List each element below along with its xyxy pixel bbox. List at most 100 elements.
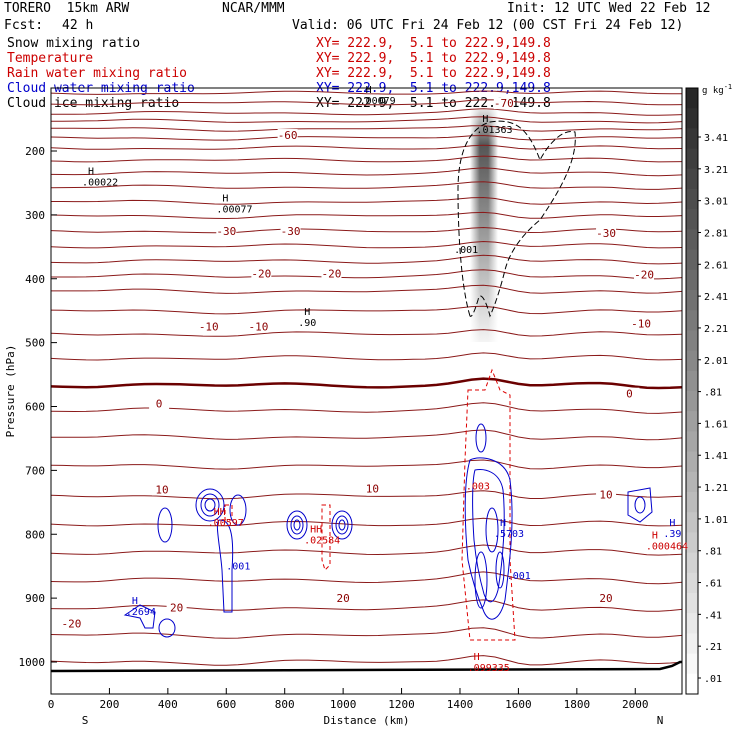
cloud-water-contour — [195, 488, 225, 522]
temperature-label: 0 — [626, 388, 633, 401]
temperature-contour-line — [51, 402, 682, 414]
temperature-contour-line — [51, 125, 682, 132]
colorbar-unit: g kg-1 — [702, 83, 732, 96]
axes: 0 200 400 600 800 1000 1200 1400 1600 1800 2000200… — [4, 145, 663, 727]
extremum-value: .90 — [298, 318, 316, 329]
field-name-snow: Snow mixing ratio — [7, 36, 141, 51]
north-label: N — [657, 714, 664, 727]
temperature-label: -20 — [322, 268, 342, 281]
colorbar-tick-label: 1.41 — [704, 451, 728, 462]
extrema-labels: H.00022H.00077H.01363H.00079H.90H.2694H.… — [82, 85, 688, 674]
colorbar-swatch — [686, 593, 698, 614]
cloud-water-contour — [634, 496, 646, 514]
temperature-label: 20 — [170, 602, 183, 615]
x-tick-label: 1800 — [564, 698, 591, 711]
colorbar-swatch — [686, 492, 698, 513]
contour-value-labels: .001 .003 .001 .001 — [226, 245, 531, 582]
temperature-contour-line — [51, 459, 682, 470]
temperature-contour-line — [51, 377, 682, 390]
colorbar-tick-label: .81 — [704, 388, 722, 399]
colorbar-tick-label: 2.81 — [704, 228, 728, 239]
temperature-contour-line — [51, 196, 682, 205]
colorbar-swatch — [686, 229, 698, 251]
extremum-value: .5703 — [494, 529, 524, 540]
colorbar-tick-label: 1.61 — [704, 419, 728, 430]
extremum-mark: H — [482, 114, 488, 125]
colorbar-swatch — [686, 370, 698, 392]
rain-contour — [461, 368, 516, 641]
colorbar-swatch — [686, 451, 698, 473]
x-tick-label: 800 — [275, 698, 295, 711]
temperature-contour-line — [51, 240, 682, 249]
colorbar-tick-label: .81 — [704, 547, 722, 558]
temperature-label-bg — [152, 483, 173, 496]
temperature-label: -20 — [62, 618, 82, 631]
temperature-contour-line — [51, 599, 682, 612]
temperature-label: -20 — [634, 268, 654, 281]
colorbar-swatch — [686, 471, 698, 493]
colorbar-frame — [685, 87, 699, 695]
temperature-label-bg — [216, 224, 237, 237]
cloud-water-contour — [157, 507, 173, 543]
temperature-label: 20 — [337, 592, 350, 605]
temperature-label-bg — [362, 482, 383, 495]
temperature-contour-line — [51, 181, 682, 190]
temperature-contour-line — [51, 544, 682, 556]
colorbar-tick-label: .41 — [704, 610, 722, 621]
colorbar-tick-label: 2.41 — [704, 292, 728, 303]
cloud-water-contour — [290, 515, 304, 535]
x-tick-label: 0 — [48, 698, 55, 711]
colorbar: 3.41 3.21 3.01 2.81 2.61 2.41 2.21 2.01 .81 1.61 1… — [685, 83, 732, 695]
colorbar-swatch — [686, 290, 698, 311]
x-tick-label: 2000 — [622, 698, 649, 711]
temperature-label-bg — [493, 97, 514, 110]
temperature-label-bg — [166, 601, 187, 614]
x-tick-label: 1000 — [330, 698, 357, 711]
extremum-mark: H — [222, 193, 228, 204]
x-tick-label: 600 — [216, 698, 236, 711]
temperature-label: -70 — [494, 97, 514, 110]
extremum-value: .01363 — [476, 125, 512, 136]
y-tick-label: 500 — [25, 337, 45, 350]
terrain-line — [50, 660, 682, 673]
temperature-label: -30 — [596, 227, 616, 240]
temperature-label-bg — [333, 592, 354, 605]
cloud-water-contour — [293, 519, 301, 531]
extremum-value: .00077 — [216, 204, 252, 215]
extremum-mark: H — [652, 531, 658, 542]
field-xy-cloud-ice: XY= 222.9, 5.1 to 222.9,149.8 — [316, 96, 551, 111]
snow-shading — [470, 110, 498, 342]
extremum-mark: HH — [310, 524, 322, 535]
extremum-value: .02584 — [304, 535, 340, 546]
temperature-label-bg — [277, 129, 298, 142]
temperature-contour-line — [51, 144, 682, 150]
colorbar-swatch — [686, 391, 698, 412]
valid-time: Valid: 06 UTC Fri 24 Feb 12 (00 CST Fri … — [292, 18, 684, 33]
temperature-labels: -60 -70 -30 -30 -30 -20 -20 -20 -10 -10 -10 0 0 10 10 1… — [61, 97, 655, 631]
temperature-contours — [51, 90, 682, 666]
colorbar-swatch — [686, 572, 698, 594]
temperature-contour-line — [51, 655, 682, 666]
x-tick-label: 1200 — [388, 698, 415, 711]
temperature-label: -10 — [631, 317, 651, 330]
forecast-hour: 42 h — [62, 18, 94, 33]
y-tick-label: 200 — [25, 145, 45, 158]
x-tick-label: 1600 — [505, 698, 532, 711]
rain-contour — [321, 504, 331, 571]
forecast-label: Fcst: — [4, 18, 44, 33]
colorbar-swatch — [686, 431, 698, 453]
y-tick-label: 900 — [25, 592, 45, 605]
temperature-label-bg — [248, 320, 269, 333]
colorbar-swatch — [686, 189, 698, 210]
colorbar-swatch — [686, 350, 698, 372]
temperature-contour-line — [51, 155, 682, 163]
colorbar-swatch — [686, 108, 698, 129]
temperature-contour-line — [51, 99, 682, 106]
cloud-water-contour — [495, 551, 505, 589]
south-label: S — [82, 714, 89, 727]
temperature-contour-line — [51, 490, 682, 500]
temperature-label-bg — [596, 488, 617, 501]
cloud-water-contour — [485, 507, 499, 553]
cloud-water-contour — [204, 498, 216, 512]
temperature-label-bg — [149, 397, 170, 410]
